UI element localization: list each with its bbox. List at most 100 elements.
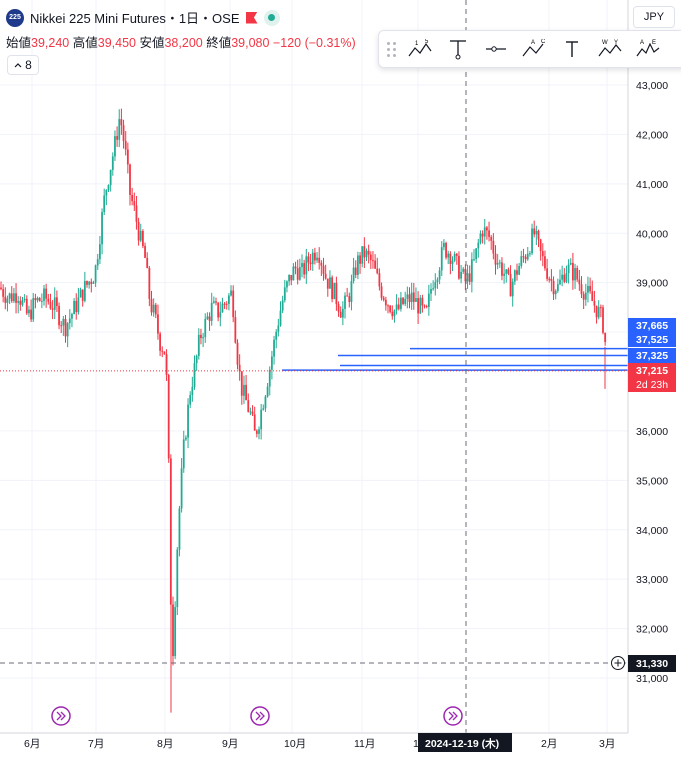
candle-body[interactable] bbox=[425, 306, 428, 308]
candle-body[interactable] bbox=[470, 259, 473, 282]
candle-body[interactable] bbox=[150, 298, 153, 313]
candle-body[interactable] bbox=[311, 252, 314, 265]
candle-body[interactable] bbox=[234, 317, 237, 343]
candle-body[interactable] bbox=[447, 253, 450, 258]
candle-body[interactable] bbox=[348, 296, 351, 302]
candle-body[interactable] bbox=[498, 262, 501, 264]
candle-body[interactable] bbox=[264, 396, 267, 409]
candle-body[interactable] bbox=[73, 300, 75, 315]
candle-body[interactable] bbox=[21, 300, 24, 305]
candle-body[interactable] bbox=[520, 256, 523, 266]
candle-body[interactable] bbox=[572, 262, 574, 281]
candle-body[interactable] bbox=[501, 262, 503, 276]
candle-body[interactable] bbox=[79, 289, 82, 298]
candle-body[interactable] bbox=[142, 230, 144, 246]
candle-body[interactable] bbox=[247, 400, 250, 412]
candle-body[interactable] bbox=[516, 270, 518, 275]
candle-body[interactable] bbox=[6, 298, 9, 303]
candle-body[interactable] bbox=[346, 295, 349, 297]
candle-body[interactable] bbox=[376, 268, 379, 274]
candle-body[interactable] bbox=[236, 342, 239, 365]
candle-body[interactable] bbox=[402, 297, 404, 304]
candle-body[interactable] bbox=[503, 273, 505, 276]
candle-body[interactable] bbox=[563, 274, 566, 282]
candle-body[interactable] bbox=[62, 318, 65, 326]
candle-body[interactable] bbox=[49, 301, 52, 309]
candle-body[interactable] bbox=[118, 119, 121, 140]
price-level-tag[interactable] bbox=[628, 363, 676, 378]
candle-body[interactable] bbox=[488, 230, 490, 237]
candle-body[interactable] bbox=[122, 125, 125, 141]
candle-body[interactable] bbox=[200, 334, 202, 339]
candle-body[interactable] bbox=[331, 277, 333, 300]
candle-body[interactable] bbox=[531, 228, 533, 254]
price-level-tag[interactable] bbox=[628, 348, 676, 363]
candle-body[interactable] bbox=[296, 268, 299, 280]
candle-body[interactable] bbox=[101, 212, 103, 245]
candle-body[interactable] bbox=[466, 273, 469, 282]
candle-body[interactable] bbox=[154, 304, 157, 315]
candle-body[interactable] bbox=[548, 278, 551, 280]
candle-body[interactable] bbox=[333, 282, 336, 300]
candle-body[interactable] bbox=[4, 296, 7, 303]
candle-body[interactable] bbox=[281, 300, 284, 311]
candle-body[interactable] bbox=[202, 337, 204, 339]
candle-body[interactable] bbox=[249, 411, 252, 413]
candle-body[interactable] bbox=[180, 468, 183, 509]
candle-body[interactable] bbox=[66, 323, 69, 337]
candle-body[interactable] bbox=[449, 253, 452, 264]
candle-body[interactable] bbox=[541, 251, 544, 257]
candle-body[interactable] bbox=[316, 257, 318, 261]
candle-body[interactable] bbox=[286, 281, 288, 288]
candle-body[interactable] bbox=[559, 279, 561, 285]
candle-body[interactable] bbox=[440, 247, 443, 271]
candle-body[interactable] bbox=[197, 334, 200, 356]
candle-body[interactable] bbox=[159, 333, 161, 351]
candle-body[interactable] bbox=[421, 297, 424, 306]
candle-body[interactable] bbox=[322, 265, 325, 274]
candle-body[interactable] bbox=[103, 195, 106, 213]
drag-handle-icon[interactable] bbox=[387, 41, 401, 57]
candle-body[interactable] bbox=[554, 290, 557, 295]
candle-body[interactable] bbox=[19, 300, 22, 305]
candle-body[interactable] bbox=[329, 277, 331, 289]
candle-body[interactable] bbox=[275, 331, 278, 340]
candle-body[interactable] bbox=[324, 273, 327, 279]
candle-body[interactable] bbox=[473, 259, 475, 261]
candle-body[interactable] bbox=[40, 300, 43, 302]
candle-body[interactable] bbox=[94, 265, 97, 283]
candle-body[interactable] bbox=[15, 293, 17, 303]
candle-body[interactable] bbox=[408, 294, 411, 303]
candle-body[interactable] bbox=[221, 303, 224, 313]
candle-body[interactable] bbox=[593, 301, 596, 306]
candle-body[interactable] bbox=[88, 281, 91, 285]
candle-body[interactable] bbox=[124, 140, 127, 150]
candle-body[interactable] bbox=[292, 266, 295, 281]
candle-body[interactable] bbox=[529, 253, 531, 255]
candle-body[interactable] bbox=[169, 458, 172, 605]
candle-body[interactable] bbox=[135, 205, 138, 222]
candle-body[interactable] bbox=[161, 350, 164, 352]
candle-body[interactable] bbox=[189, 395, 192, 405]
price-level-tag[interactable] bbox=[628, 318, 676, 333]
candle-body[interactable] bbox=[111, 156, 114, 170]
candle-body[interactable] bbox=[546, 268, 548, 279]
candle-body[interactable] bbox=[569, 262, 572, 265]
candle-body[interactable] bbox=[23, 298, 26, 301]
candle-body[interactable] bbox=[133, 201, 136, 206]
candle-body[interactable] bbox=[412, 292, 415, 302]
candle-body[interactable] bbox=[13, 293, 15, 302]
candle-body[interactable] bbox=[599, 307, 602, 309]
candle-body[interactable] bbox=[288, 275, 290, 282]
candle-body[interactable] bbox=[490, 236, 493, 241]
candle-body[interactable] bbox=[410, 292, 413, 303]
candle-body[interactable] bbox=[182, 439, 185, 469]
candle-body[interactable] bbox=[400, 297, 402, 309]
candle-body[interactable] bbox=[314, 252, 316, 261]
candle-body[interactable] bbox=[337, 304, 340, 312]
candle-body[interactable] bbox=[0, 287, 2, 290]
candle-body[interactable] bbox=[255, 430, 258, 434]
candle-body[interactable] bbox=[185, 437, 187, 440]
